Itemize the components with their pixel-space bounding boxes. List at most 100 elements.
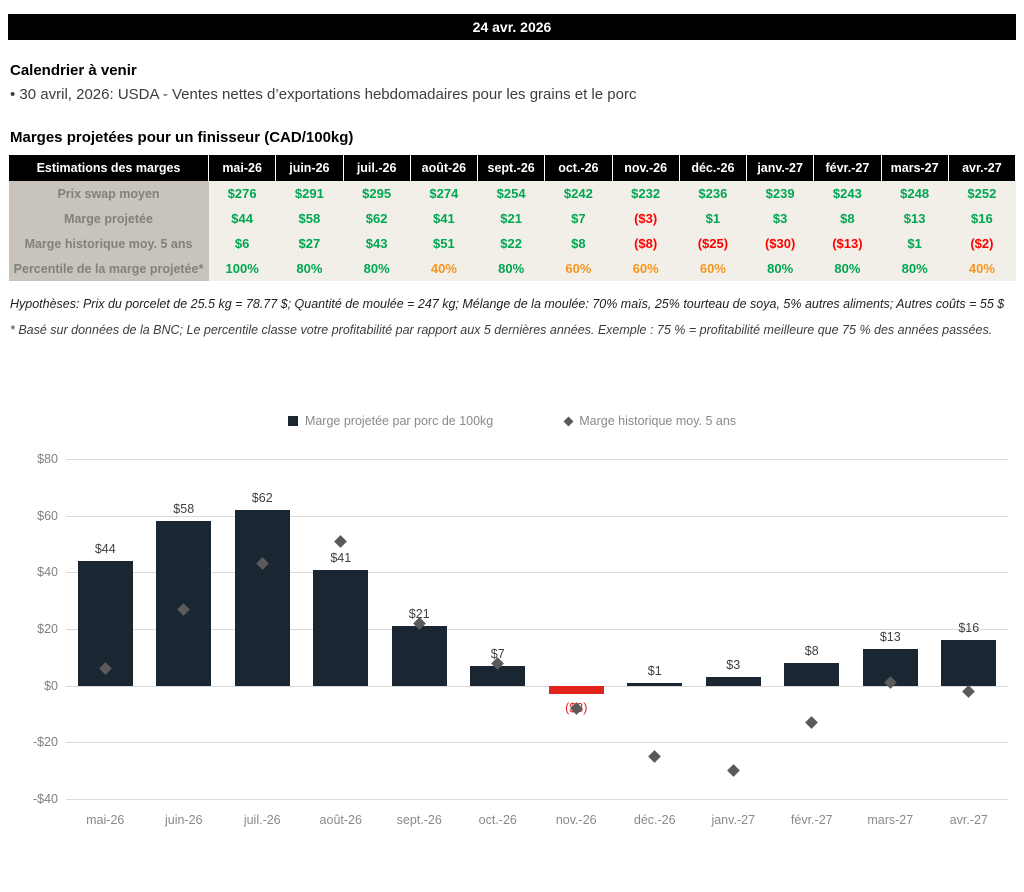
chart-column: $44 mai-26 bbox=[66, 459, 144, 827]
x-axis-label: avr.-27 bbox=[949, 813, 988, 827]
legend-item: Marge projetée par porc de 100kg bbox=[287, 414, 494, 428]
row-label: Marge historique moy. 5 ans bbox=[8, 231, 209, 256]
chart-column: $58 juin-26 bbox=[144, 459, 222, 827]
value-cell: $8 bbox=[544, 231, 612, 256]
table-row: Marge historique moy. 5 ans $6 $27 $43 $51 $2… bbox=[8, 231, 1016, 256]
value-cell: $21 bbox=[477, 206, 545, 231]
y-axis-label: $80 bbox=[37, 452, 58, 466]
margins-table-title: Marges projetées pour un finisseur (CAD/… bbox=[10, 129, 354, 146]
gridline bbox=[66, 685, 1008, 687]
month-header: sept.-26 bbox=[476, 155, 546, 181]
legend-label: Marge projetée par porc de 100kg bbox=[304, 414, 494, 428]
value-cell: ($30) bbox=[746, 231, 814, 256]
row-label: Marge projetée bbox=[8, 206, 209, 231]
bar-value-label: $62 bbox=[251, 491, 273, 505]
calendar-title: Calendrier à venir bbox=[10, 62, 137, 79]
x-axis-label: mars-27 bbox=[867, 813, 914, 827]
bar-value-label: $8 bbox=[804, 644, 819, 658]
value-cell: 80% bbox=[813, 256, 881, 281]
x-axis-label: janv.-27 bbox=[711, 813, 755, 827]
month-header: avr.-27 bbox=[947, 155, 1017, 181]
value-cell: $274 bbox=[410, 181, 478, 206]
value-cell: 80% bbox=[477, 256, 545, 281]
value-cell: 80% bbox=[746, 256, 814, 281]
x-axis-label: oct.-26 bbox=[478, 813, 517, 827]
value-cell: $242 bbox=[544, 181, 612, 206]
table-corner-header: Estimations des marges bbox=[8, 155, 209, 181]
bar-value-label: $21 bbox=[408, 607, 430, 622]
value-cell: $8 bbox=[813, 206, 881, 231]
value-cell: $291 bbox=[275, 181, 343, 206]
value-cell: $1 bbox=[881, 231, 949, 256]
chart-column: $16 avr.-27 bbox=[930, 459, 1008, 827]
bar-févr.-27 bbox=[784, 663, 840, 686]
table-row: Marge projetée $44 $58 $62 $41 $21 $7 ($3) $1 $3 $… bbox=[8, 206, 1016, 231]
value-cell: $252 bbox=[948, 181, 1016, 206]
bar-janv.-27 bbox=[705, 677, 761, 686]
value-cell: $44 bbox=[208, 206, 276, 231]
value-cell: $27 bbox=[275, 231, 343, 256]
value-cell: $248 bbox=[881, 181, 949, 206]
value-cell: $41 bbox=[410, 206, 478, 231]
x-axis-label: août-26 bbox=[319, 813, 362, 827]
historical-diamond bbox=[726, 764, 740, 778]
value-cell: $243 bbox=[813, 181, 881, 206]
historical-diamond bbox=[962, 684, 976, 698]
bar-déc.-26 bbox=[627, 682, 683, 686]
x-axis-label: sept.-26 bbox=[396, 813, 442, 827]
chart-plot-area: $80 $60 $40 $20 $0 -$20 -$40 $44 mai-26 $58 juin-2… bbox=[33, 452, 1008, 827]
bar-value-label: $7 bbox=[490, 646, 505, 661]
bar-series-swatch bbox=[287, 416, 298, 426]
x-axis-label: déc.-26 bbox=[633, 813, 676, 827]
value-cell: $1 bbox=[679, 206, 747, 231]
value-cell: 60% bbox=[612, 256, 680, 281]
value-cell: $236 bbox=[679, 181, 747, 206]
date-banner: 24 avr. 2026 bbox=[8, 14, 1016, 40]
value-cell: ($8) bbox=[612, 231, 680, 256]
bar-value-label: $58 bbox=[173, 502, 195, 517]
chart-column: $62 juil.-26 bbox=[223, 459, 301, 827]
margins-table: Estimations des marges mai-26 juin-26 juil.… bbox=[8, 155, 1017, 281]
value-cell: $13 bbox=[881, 206, 949, 231]
bar-value-label: $13 bbox=[879, 629, 901, 644]
month-header: janv.-27 bbox=[745, 155, 815, 181]
value-cell: $58 bbox=[275, 206, 343, 231]
bar-value-label: $44 bbox=[94, 542, 116, 556]
value-cell: $16 bbox=[948, 206, 1016, 231]
x-axis-label: févr.-27 bbox=[790, 813, 833, 827]
chart-column: $1 déc.-26 bbox=[616, 459, 694, 827]
bar-sept.-26 bbox=[391, 626, 447, 686]
value-cell: 80% bbox=[343, 256, 411, 281]
month-header: déc.-26 bbox=[678, 155, 748, 181]
legend-item: Marge historique moy. 5 ans bbox=[563, 414, 737, 428]
margin-chart: Marge projetée par porc de 100kg Marge hi… bbox=[0, 413, 1024, 833]
x-axis-label: nov.-26 bbox=[555, 813, 597, 827]
table-row: Prix swap moyen $276 $291 $295 $274 $254 $242 $… bbox=[8, 181, 1016, 206]
y-axis-label: $40 bbox=[37, 565, 58, 580]
value-cell: $239 bbox=[746, 181, 814, 206]
table-header-row: Estimations des marges mai-26 juin-26 juil.… bbox=[8, 155, 1017, 181]
month-header: juin-26 bbox=[275, 155, 344, 181]
historical-diamond bbox=[648, 750, 662, 763]
gridline bbox=[66, 459, 1008, 460]
month-header: mars-27 bbox=[880, 155, 949, 181]
row-label: Percentile de la marge projetée* bbox=[8, 256, 209, 281]
assumptions-note: Hypothèses: Prix du porcelet de 25.5 kg … bbox=[10, 297, 1005, 311]
value-cell: ($3) bbox=[612, 206, 680, 231]
value-cell: $51 bbox=[410, 231, 478, 256]
value-cell: $22 bbox=[477, 231, 545, 256]
chart-legend: Marge projetée par porc de 100kg Marge hi… bbox=[0, 413, 1024, 429]
value-cell: 80% bbox=[275, 256, 343, 281]
gridline bbox=[66, 629, 1008, 630]
value-cell: $6 bbox=[208, 231, 276, 256]
legend-label: Marge historique moy. 5 ans bbox=[579, 414, 737, 428]
y-axis-label: -$20 bbox=[32, 735, 58, 750]
value-cell: 40% bbox=[948, 256, 1016, 281]
bar-oct.-26 bbox=[470, 665, 526, 686]
diamond-series-swatch bbox=[563, 416, 574, 426]
gridline bbox=[66, 742, 1008, 744]
month-header: nov.-26 bbox=[611, 155, 680, 181]
month-header: févr.-27 bbox=[813, 155, 882, 181]
bar-nov.-26 bbox=[548, 685, 604, 695]
value-cell: 60% bbox=[679, 256, 747, 281]
